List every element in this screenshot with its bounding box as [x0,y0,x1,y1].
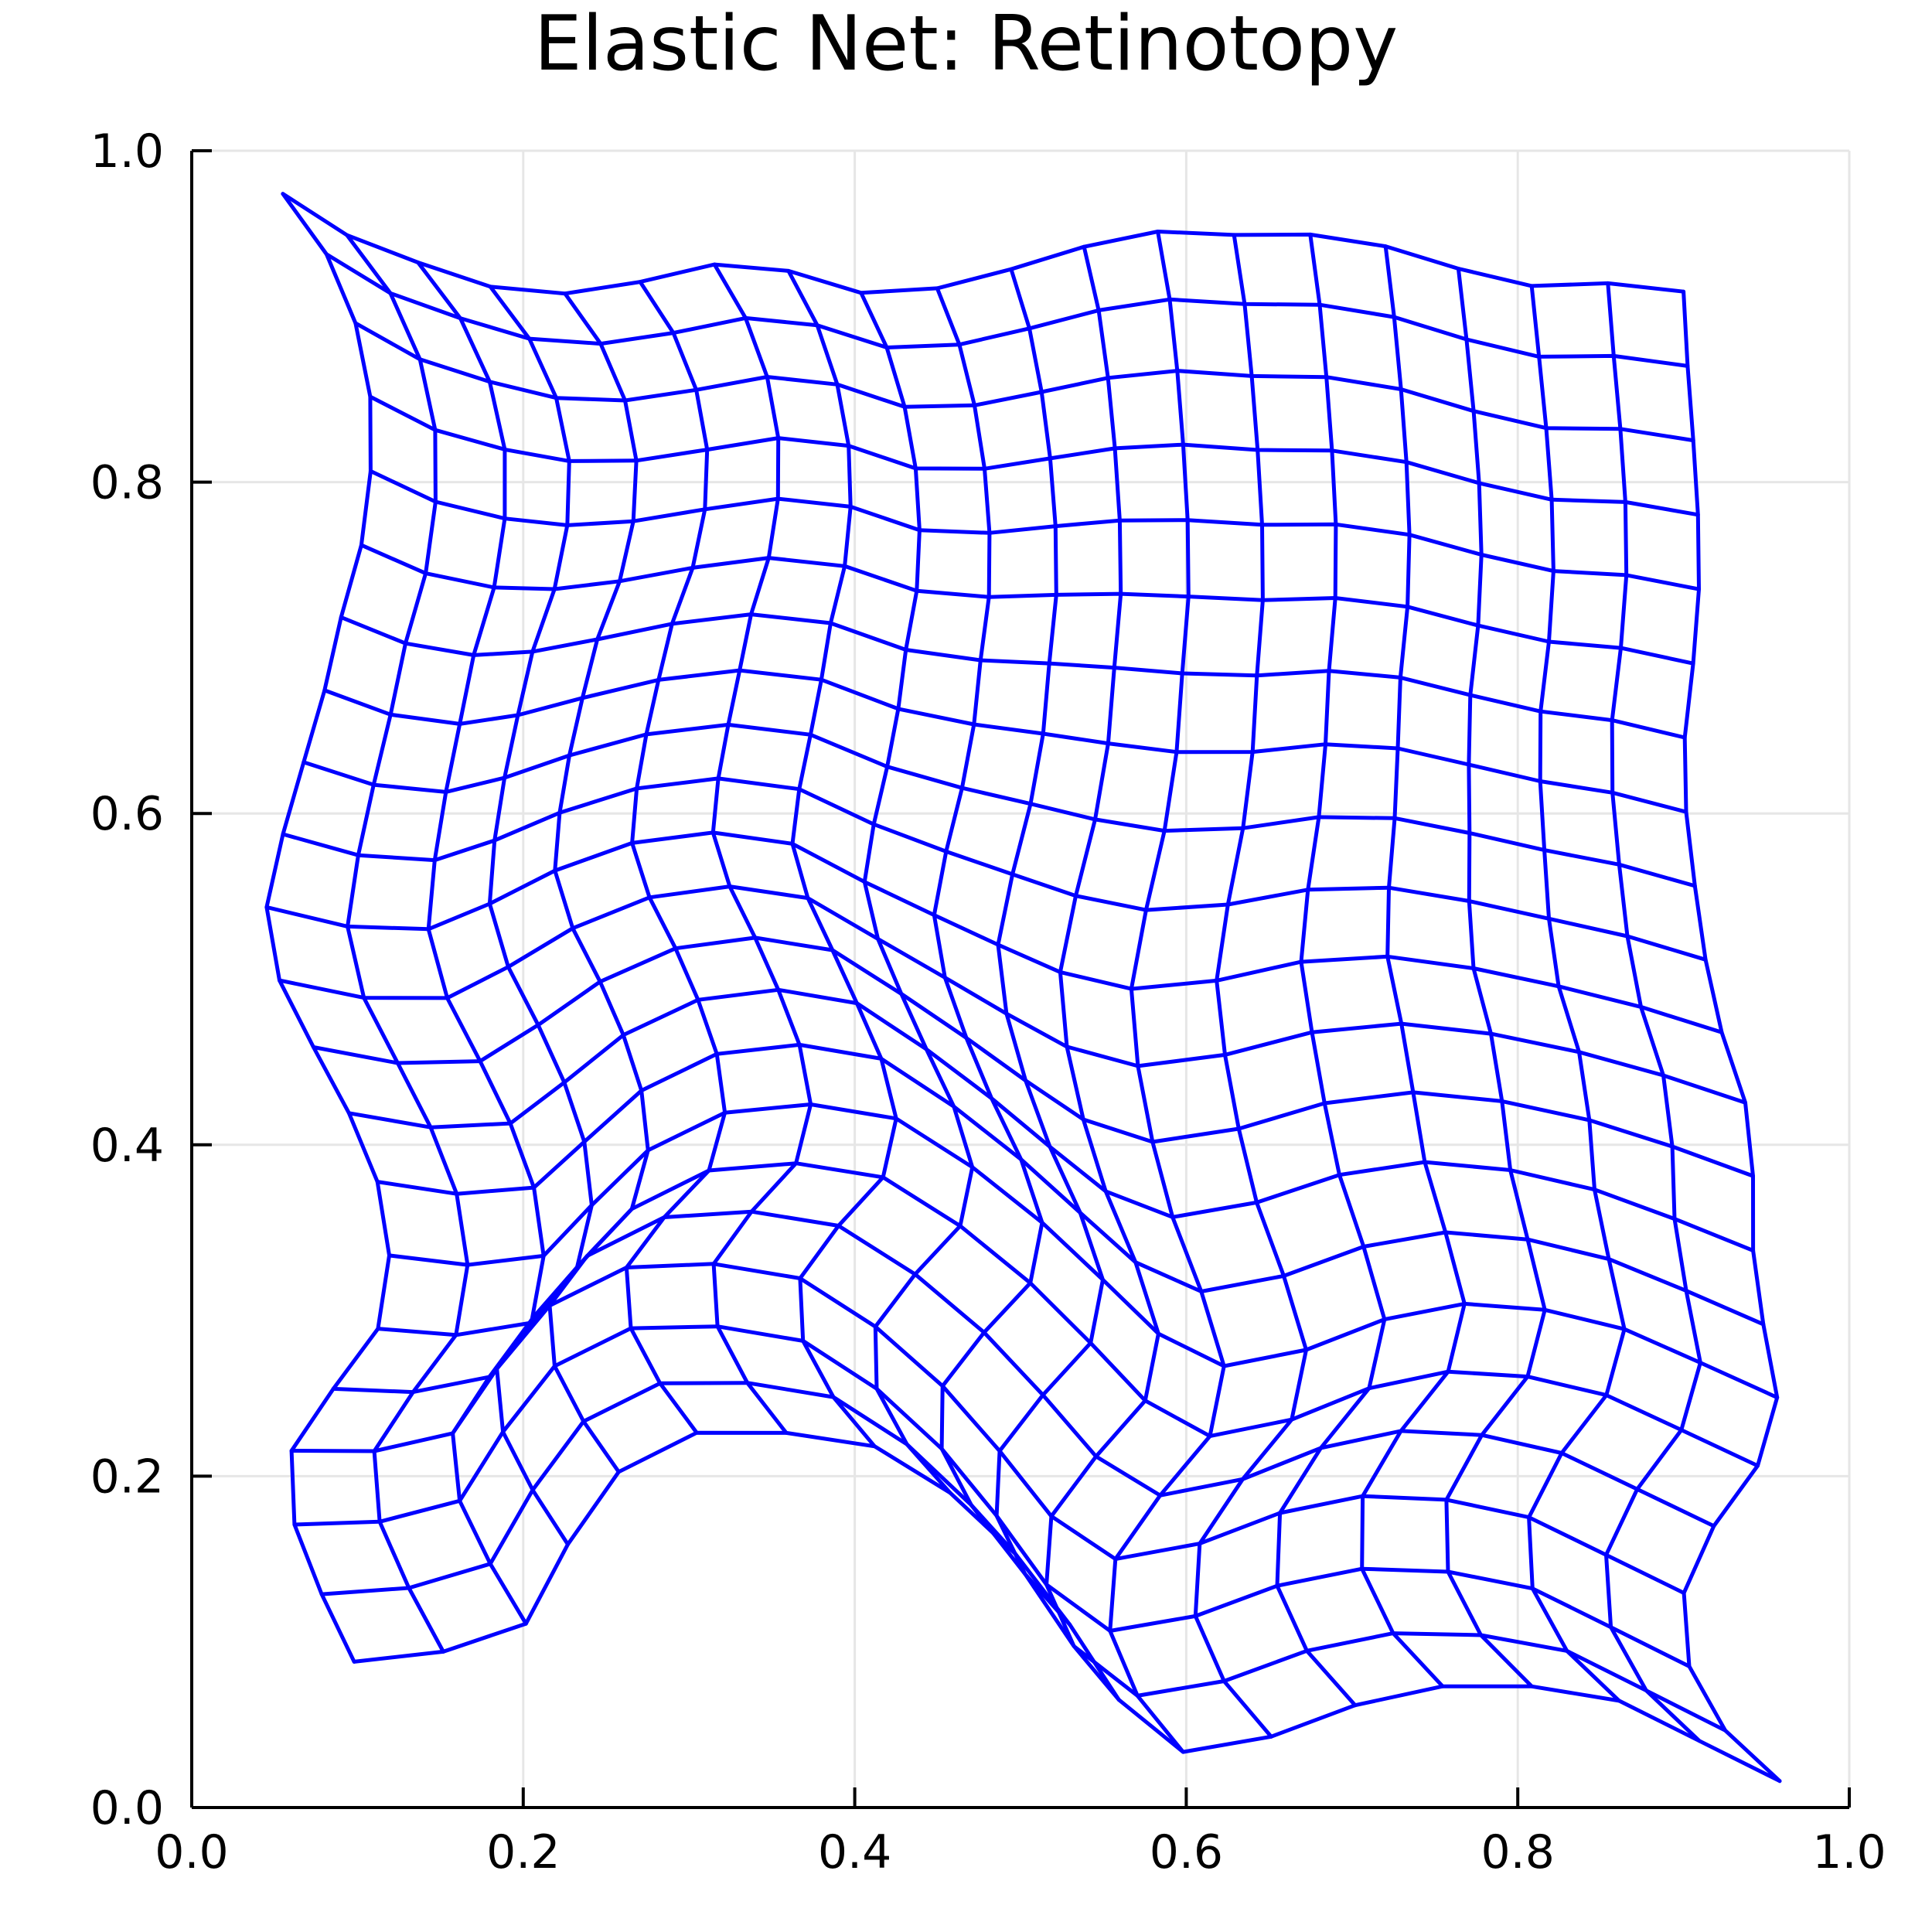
mesh-row-line [352,1430,1782,1784]
mesh-row-line [353,321,1695,443]
mesh-column-line [994,267,1105,1627]
mesh-row-line [281,192,1686,296]
mesh-column-line [1360,244,1467,1688]
mesh-column-line [1604,281,1702,1743]
y-tick-label: 0.6 [90,787,164,841]
mesh-column-line [786,268,898,1449]
mesh-column-line [1275,232,1387,1708]
mesh-column-line [624,280,727,1435]
mesh-row-line [375,1042,1766,1327]
mesh-row-line [324,252,1690,368]
mesh-column-line [1682,289,1782,1784]
mesh-column-line [710,262,813,1435]
mesh-column-line [547,291,650,1474]
y-tick-label: 0.8 [90,456,164,510]
elastic-net-mesh [264,192,1782,1784]
mesh-row-line [319,1381,1728,1733]
x-tick-label: 0.4 [818,1825,891,1879]
mesh-column-line [859,291,975,1495]
mesh-row-line [368,469,1701,591]
mesh-row-line [339,612,1687,740]
mesh-row-line [281,776,1708,962]
y-tick-label: 0.0 [90,1781,164,1835]
x-tick-label: 1.0 [1812,1825,1886,1879]
mesh-column-line [345,233,470,1654]
gridlines [190,149,1851,1809]
mesh-column-line [264,192,391,1664]
x-tick-label: 0.0 [155,1825,228,1879]
mesh-column-line [1044,244,1160,1702]
mesh-column-line [416,261,546,1626]
x-tick-label: 0.6 [1150,1825,1223,1879]
mesh-row-line [312,935,1755,1178]
mesh-row-line [322,668,1688,814]
chart-title: Elastic Net: Retinotopy [533,0,1399,88]
mesh-row-line [278,884,1747,1105]
mesh-column-line [1193,233,1308,1739]
mesh-row-line [264,830,1724,1034]
axes: 0.0 0.2 0.4 0.6 0.8 1.0 0.0 0.2 0.4 0.6 0.8 1.0 [90,124,1886,1879]
y-tick-label: 1.0 [90,124,164,179]
y-tick-label: 0.4 [90,1119,164,1173]
mesh-column-line [1108,230,1226,1754]
mesh-column-line [487,285,594,1547]
mesh-row-line [292,1324,1692,1668]
mesh-row-line [368,394,1700,517]
mesh-column-line [932,286,1044,1556]
mesh-column-line [1527,284,1627,1703]
mesh-row-line [346,987,1756,1253]
x-tick-label: 0.8 [1481,1825,1554,1879]
mesh-column-line [1444,267,1547,1688]
x-tick-label: 0.2 [486,1825,560,1879]
mesh-row-line [302,722,1697,888]
mesh-row-line [387,1102,1780,1400]
mesh-row-line [359,543,1695,666]
y-tick-label: 0.2 [90,1450,164,1504]
